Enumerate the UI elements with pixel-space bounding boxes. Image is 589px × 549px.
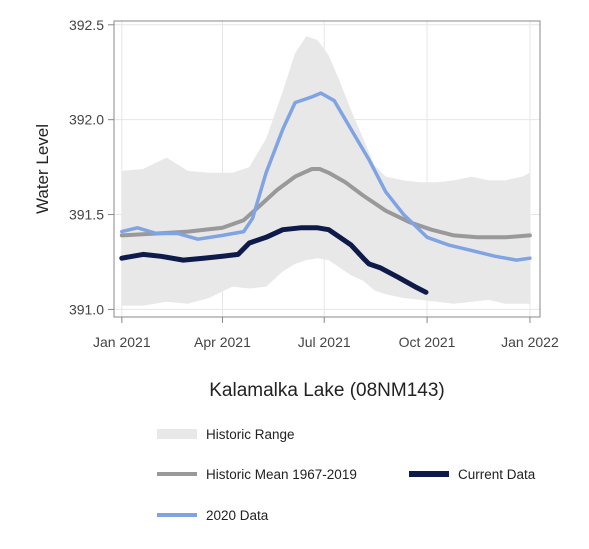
legend-label: Current Data xyxy=(458,467,536,482)
y-tick-label: 391.5 xyxy=(69,207,104,223)
chart-title: Kalamalka Lake (08NM143) xyxy=(209,380,445,401)
legend-item: Current Data xyxy=(409,467,536,482)
legend-swatch xyxy=(157,429,197,439)
legend-item: 2020 Data xyxy=(157,508,269,523)
y-tick-label: 392.5 xyxy=(69,17,104,33)
current-data-line xyxy=(119,225,429,295)
y-axis-title: Water Level xyxy=(33,124,52,214)
plot-frame xyxy=(113,20,541,318)
y-tick-label: 391.0 xyxy=(69,301,104,317)
legend-label: Historic Range xyxy=(206,427,295,442)
axis-ticks: Jan 2021 Apr 2021 Jul 2021 Oct 2021 Jan 2022… xyxy=(69,17,559,350)
legend: Historic Range Historic Mean 1967-2019 Cur… xyxy=(157,427,536,523)
2020-data-line xyxy=(120,91,532,262)
x-tick-label: Jul 2021 xyxy=(298,334,351,350)
x-tick-label: Apr 2021 xyxy=(194,334,251,350)
historic-mean-1967-2019-line xyxy=(119,167,532,240)
legend-item: Historic Mean 1967-2019 xyxy=(157,467,357,482)
y-tick-label: 392.0 xyxy=(69,112,104,128)
legend-label: 2020 Data xyxy=(206,508,269,523)
legend-label: Historic Mean 1967-2019 xyxy=(206,467,357,482)
legend-item: Historic Range xyxy=(157,427,295,442)
x-tick-label: Jan 2021 xyxy=(93,334,151,350)
x-tick-label: Oct 2021 xyxy=(399,334,456,350)
x-tick-label: Jan 2022 xyxy=(501,334,559,350)
series-lines xyxy=(119,91,532,295)
